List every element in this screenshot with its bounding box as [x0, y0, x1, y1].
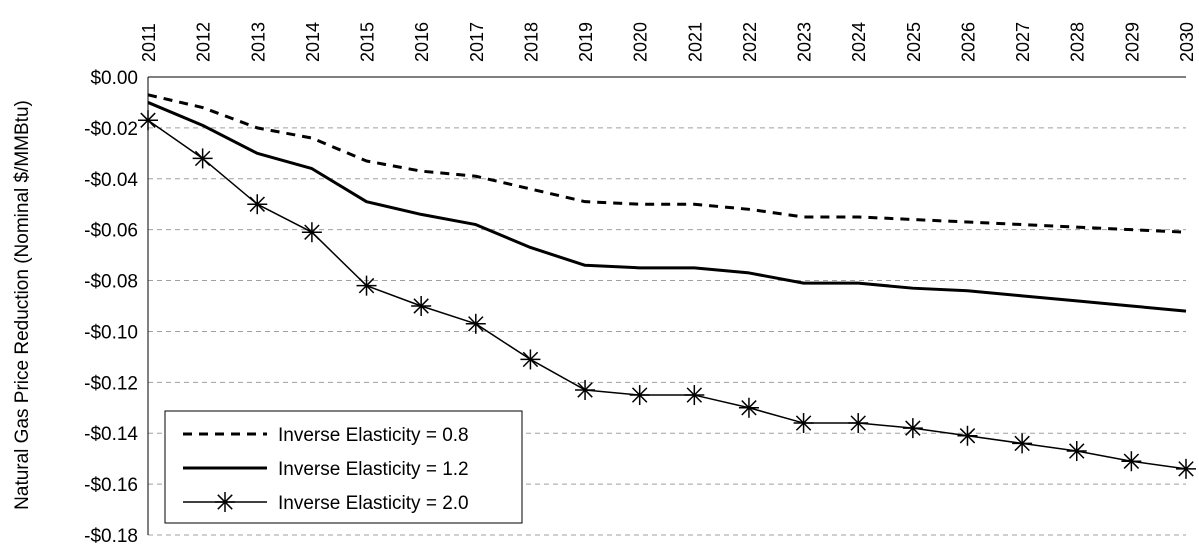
x-tick-label: 2012 — [194, 22, 214, 62]
point-marker — [575, 379, 596, 400]
point-marker — [1176, 458, 1196, 479]
point-marker — [1012, 433, 1033, 454]
series-lines — [138, 93, 1196, 479]
x-tick-label: 2029 — [1122, 22, 1142, 62]
y-tick-label: $0.00 — [90, 68, 138, 89]
x-tick-label: 2023 — [795, 22, 815, 62]
axes: $0.00 -$0.02 -$0.04 -$0.06 -$0.08 -$0.10 -$0.1… — [84, 22, 1197, 544]
x-tick-label: 2024 — [849, 22, 869, 62]
y-tick-label: -$0.04 — [84, 170, 138, 191]
y-tick-label: -$0.18 — [84, 526, 138, 544]
legend-label-3: Inverse Elasticity = 2.0 — [278, 493, 469, 514]
x-tick-label: 2026 — [958, 22, 978, 62]
point-marker — [902, 418, 923, 439]
point-marker — [848, 413, 869, 434]
series-line-3 — [147, 119, 1187, 470]
y-tick-label: -$0.14 — [84, 424, 138, 445]
legend-label-2: Inverse Elasticity = 1.2 — [278, 459, 469, 480]
point-marker — [301, 222, 322, 243]
x-tick-label: 2020 — [631, 22, 651, 62]
point-marker — [793, 413, 814, 434]
point-marker — [411, 296, 432, 316]
x-tick-label: 2011 — [139, 23, 159, 62]
x-tick-label: 2027 — [1013, 22, 1033, 62]
series-line-1 — [147, 93, 1187, 234]
point-marker — [465, 313, 486, 334]
x-tick-label: 2016 — [412, 22, 432, 62]
point-marker — [520, 349, 541, 370]
x-tick-label: 2025 — [904, 22, 924, 62]
x-tick-label: 2018 — [521, 22, 541, 62]
x-tick-label: 2017 — [467, 22, 487, 62]
point-marker — [684, 385, 705, 406]
y-tick-label: -$0.10 — [84, 322, 138, 343]
point-marker — [1066, 441, 1087, 462]
x-tick-label: 2015 — [358, 22, 378, 62]
y-tick-label: -$0.08 — [84, 272, 138, 293]
point-marker — [192, 148, 213, 169]
legend-label-1: Inverse Elasticity = 0.8 — [278, 425, 469, 446]
point-marker — [138, 110, 158, 131]
y-tick-label: -$0.06 — [84, 221, 138, 242]
x-tick-label: 2028 — [1068, 22, 1088, 62]
x-tick-label: 2014 — [303, 22, 323, 62]
x-tick-label: 2022 — [740, 22, 760, 62]
point-marker — [215, 492, 235, 512]
point-marker — [629, 385, 650, 406]
point-marker — [247, 194, 268, 215]
y-tick-label: -$0.16 — [84, 475, 138, 496]
y-tick-label: -$0.02 — [84, 119, 138, 140]
series-line-2 — [147, 101, 1187, 313]
x-tick-label: 2021 — [685, 22, 705, 62]
x-tick-label: 2019 — [576, 22, 596, 62]
legend: Inverse Elasticity = 0.8 Inverse Elastici… — [164, 410, 523, 524]
y-axis-title: Natural Gas Price Reduction (Nominal $/M… — [12, 100, 33, 510]
point-marker — [356, 275, 377, 296]
y-tick-label: -$0.12 — [84, 373, 138, 394]
point-marker — [738, 397, 759, 418]
point-marker — [1121, 451, 1142, 472]
x-tick-label: 2013 — [248, 22, 268, 62]
x-tick-label: 2030 — [1177, 22, 1197, 62]
point-marker — [957, 425, 978, 446]
